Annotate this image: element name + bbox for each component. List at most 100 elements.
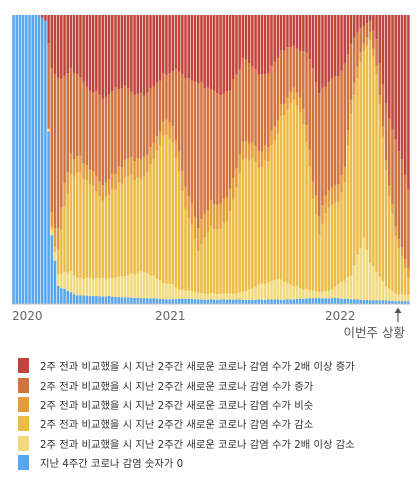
bar-segment-inc2x — [219, 15, 222, 96]
bar-segment-zero — [12, 15, 15, 305]
bar-segment-zero — [216, 299, 219, 305]
bar-segment-flat — [244, 140, 248, 159]
bar-segment-zero — [40, 18, 44, 305]
bar-segment-flat — [327, 189, 331, 208]
bar-segment-dec2x — [333, 286, 337, 298]
bar-segment-zero — [276, 299, 280, 305]
bar-segment-inc — [146, 92, 149, 155]
bar-segment-flat — [66, 172, 69, 194]
bar-segment-zero — [251, 299, 254, 305]
bar-segment-flat — [311, 181, 315, 199]
bar-segment-inc — [388, 118, 391, 186]
bar-segment-inc2x — [63, 15, 66, 76]
bar-segment-flat — [69, 153, 73, 174]
bar-segment-zero — [174, 299, 178, 305]
bar-segment-dec2x — [346, 277, 350, 299]
bar-segment-zero — [349, 299, 353, 305]
bar-segment-flat — [85, 165, 89, 181]
bar-segment-dec — [353, 95, 356, 266]
bar-segment-zero — [308, 298, 311, 305]
bar-segment-inc2x — [146, 15, 149, 93]
bar-segment-dec — [53, 246, 57, 253]
bar-segment-flat — [282, 103, 286, 116]
bar-segment-dec — [391, 213, 394, 291]
bar-segment-dec — [152, 159, 155, 276]
bar-segment-inc2x — [50, 15, 54, 69]
bar-segment-flat — [171, 125, 175, 143]
bar-segment-flat — [247, 143, 251, 161]
bar-segment-dec2x — [244, 291, 248, 300]
bar-segment-dec2x — [400, 294, 404, 302]
bar-segment-flat — [228, 188, 232, 212]
bar-segment-inc2x — [391, 15, 394, 129]
bar-segment-inc — [82, 81, 85, 164]
bar-segment-inc2x — [203, 15, 206, 89]
bar-segment-flat — [95, 175, 98, 192]
bar-segment-inc2x — [82, 15, 85, 82]
bar-segment-flat — [101, 185, 105, 201]
bar-segment-dec2x — [222, 293, 226, 300]
x-tick-2022: 2022 — [325, 309, 356, 323]
bar-segment-inc — [247, 63, 251, 144]
bar-segment-dec2x — [88, 277, 92, 297]
bar-segment-flat — [193, 216, 197, 240]
bar-segment-zero — [158, 298, 162, 305]
bar-segment-zero — [168, 299, 171, 305]
bar-segment-inc — [76, 74, 79, 157]
bar-segment-zero — [53, 260, 57, 305]
bar-segment-dec — [298, 112, 302, 289]
bar-segment-inc — [270, 65, 273, 131]
bar-segment-inc — [149, 88, 152, 148]
bar-segment-inc2x — [340, 15, 343, 71]
bar-segment-zero — [378, 300, 382, 305]
bar-segment-dec — [302, 123, 305, 290]
bar-segment-dec2x — [171, 284, 175, 300]
bar-segment-dec2x — [95, 277, 98, 297]
bar-segment-zero — [60, 288, 63, 305]
bar-segment-dec2x — [200, 293, 203, 300]
bar-segment-inc — [254, 69, 257, 147]
legend-swatch — [18, 377, 29, 393]
bar-segment-dec — [400, 256, 404, 295]
bar-segment-inc — [123, 85, 127, 160]
bar-segment-flat — [289, 91, 292, 104]
bar-segment-flat — [98, 181, 101, 197]
bar-segment-inc — [397, 151, 401, 240]
bar-segment-dec — [104, 196, 108, 280]
bar-segment-flat — [63, 182, 66, 206]
bar-segment-flat — [260, 151, 264, 168]
bar-segment-dec2x — [190, 291, 194, 299]
bar-segment-inc2x — [263, 15, 267, 75]
bar-segment-zero — [321, 298, 324, 305]
bar-segment-dec — [50, 226, 54, 230]
bar-segment-dec — [209, 225, 213, 293]
bar-segment-inc2x — [174, 15, 178, 69]
bar-segment-zero — [111, 296, 114, 305]
bar-segment-dec — [340, 192, 343, 282]
bar-segment-inc — [400, 159, 404, 248]
bar-segment-inc — [282, 50, 286, 104]
bar-segment-inc — [362, 26, 366, 44]
bar-segment-inc — [126, 88, 130, 159]
bar-segment-dec — [295, 105, 299, 286]
bar-segment-dec2x — [133, 274, 136, 299]
legend-swatch — [18, 455, 29, 471]
bar-segment-dec2x — [381, 281, 385, 301]
bar-segment-zero — [368, 300, 372, 305]
legend-item: 2주 전과 비교했을 시 지난 2주간 새로운 코로나 감염 수가 2배 이상 … — [18, 434, 418, 453]
bar-segment-dec2x — [356, 254, 359, 300]
bar-segment-dec2x — [317, 292, 321, 299]
bar-segment-flat — [407, 268, 410, 278]
bar-segment-dec — [384, 170, 388, 287]
bar-segment-flat — [324, 195, 327, 214]
bar-segment-zero — [98, 296, 101, 305]
bar-segment-dec — [190, 224, 194, 292]
bar-segment-inc2x — [286, 15, 289, 48]
bar-segment-zero — [327, 298, 331, 305]
bar-segment-dec2x — [187, 290, 190, 299]
bar-segment-inc2x — [279, 15, 283, 51]
bar-segment-zero — [203, 299, 206, 305]
bar-segment-zero — [146, 298, 149, 305]
bar-segment-inc — [63, 75, 66, 183]
bar-segment-dec2x — [104, 279, 108, 297]
